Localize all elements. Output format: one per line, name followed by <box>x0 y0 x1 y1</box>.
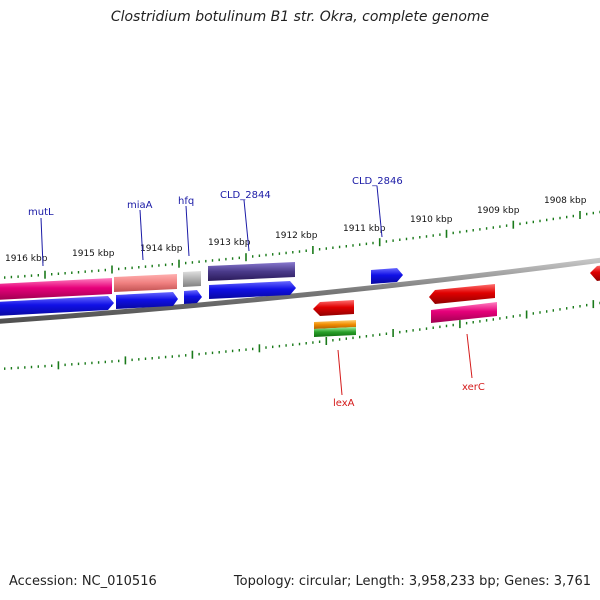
cld2846-leader <box>376 185 383 238</box>
ruler-tick-labels: 1916 kbp 1915 kbp 1914 kbp 1913 kbp 1912… <box>5 196 587 264</box>
gene-label-leaders <box>40 185 473 396</box>
gene-label-cld2844[interactable]: CLD_2844 <box>220 190 271 201</box>
reverse-features <box>313 265 600 337</box>
gene-label-hfq[interactable]: hfq <box>178 196 194 207</box>
cds-offscreen-right-arrow[interactable] <box>590 265 600 281</box>
cds-miaa-arrow[interactable] <box>116 292 178 309</box>
gene-cld2844-feature[interactable] <box>208 262 295 281</box>
forward-features <box>0 262 403 316</box>
gene-hfq-feature[interactable] <box>183 271 201 287</box>
hfq-leader <box>185 205 190 257</box>
xerc-leader <box>466 333 473 379</box>
accession-text: Accession: NC_010516 <box>9 574 157 589</box>
genome-summary-text: Topology: circular; Length: 3,958,233 bp… <box>233 574 591 589</box>
tick-label: 1911 kbp <box>343 224 386 234</box>
tick-label: 1913 kbp <box>208 238 251 248</box>
lower-ruler <box>3 300 600 370</box>
cds-cld2846-arrow[interactable] <box>371 268 403 284</box>
gene-label-xerc[interactable]: xerC <box>462 382 485 393</box>
miaa-leader <box>139 209 144 261</box>
lexa-leader <box>337 349 343 396</box>
tick-label: 1908 kbp <box>544 196 587 206</box>
gene-labels: mutL miaA hfq CLD_2844 CLD_2846 lexA xer… <box>28 176 485 409</box>
tick-label: 1915 kbp <box>72 249 115 259</box>
genome-backbone <box>0 257 600 324</box>
gene-label-miaa[interactable]: miaA <box>127 200 153 211</box>
cld2844-leader <box>243 199 250 252</box>
cds-hfq-arrow[interactable] <box>184 290 202 304</box>
upper-ruler <box>3 210 600 279</box>
gene-label-mutl[interactable]: mutL <box>28 207 54 218</box>
cds-lexa-arrow[interactable] <box>313 300 354 316</box>
rna-lexa-green-feature[interactable] <box>314 327 356 337</box>
cds-mutl-arrow[interactable] <box>0 296 114 316</box>
cds-xerc-arrow[interactable] <box>429 284 495 304</box>
gene-label-lexa[interactable]: lexA <box>333 398 355 409</box>
tick-label: 1916 kbp <box>5 254 48 264</box>
gene-mutl-feature[interactable] <box>0 278 112 300</box>
rna-lexa-orange-feature[interactable] <box>314 320 356 329</box>
tick-label: 1909 kbp <box>477 206 520 216</box>
gene-xerc-feature[interactable] <box>431 302 497 323</box>
gene-miaa-feature[interactable] <box>114 274 177 292</box>
map-title: Clostridium botulinum B1 str. Okra, comp… <box>110 9 490 25</box>
tick-label: 1912 kbp <box>275 231 318 241</box>
tick-label: 1914 kbp <box>140 244 183 254</box>
mutl-leader <box>40 217 44 267</box>
gene-label-cld2846[interactable]: CLD_2846 <box>352 176 403 187</box>
tick-label: 1910 kbp <box>410 215 453 225</box>
cds-cld2844-arrow[interactable] <box>209 281 296 299</box>
